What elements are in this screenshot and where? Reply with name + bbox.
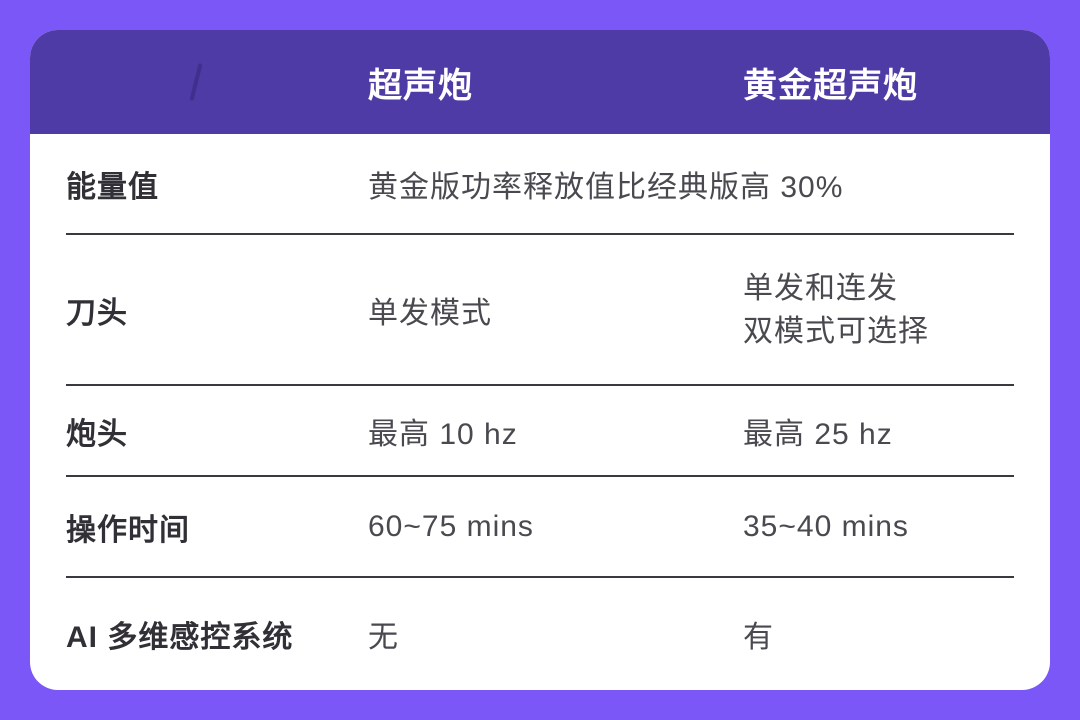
row-value-classic: 60~75 mins [368,509,534,543]
row-value-span: 黄金版功率释放值比经典版高 30% [368,170,844,204]
row-separator [66,475,1014,477]
header-col-gold: 黄金超声炮 [743,66,918,105]
row-separator [66,576,1014,578]
row-separator [66,233,1014,235]
table-row-ai-system: AI 多维感控系统 无 有 [30,578,1050,690]
row-value-gold: 单发和连发 双模式可选择 [743,267,1050,353]
row-value-classic: 无 [368,621,399,654]
row-separator [66,384,1014,386]
table-row-cannon: 炮头 最高 10 hz 最高 25 hz [30,386,1050,475]
table-row-energy: 能量值 黄金版功率释放值比经典版高 30% [30,134,1050,233]
row-value-gold-line2: 双模式可选择 [743,314,929,348]
row-value-gold: 有 [743,621,774,654]
row-value-gold: 35~40 mins [743,509,909,543]
row-label: 操作时间 [66,513,190,547]
comparison-card: 超声炮 黄金超声炮 能量值 黄金版功率释放值比经典版高 30% 刀头 单发模式 … [30,30,1050,690]
row-value-gold-line1: 单发和连发 [743,271,898,305]
table-header: 超声炮 黄金超声炮 [30,30,1050,134]
header-col-classic: 超声炮 [368,66,473,105]
row-label: 刀头 [66,296,128,330]
row-label: 炮头 [66,417,128,451]
row-value-gold: 最高 25 hz [743,417,893,451]
row-value-classic: 单发模式 [368,296,492,330]
row-label: AI 多维感控系统 [66,621,294,654]
row-label: 能量值 [66,170,159,204]
table-row-blade: 刀头 单发模式 单发和连发 双模式可选择 [30,235,1050,384]
table-row-duration: 操作时间 60~75 mins 35~40 mins [30,477,1050,576]
row-value-classic: 最高 10 hz [368,417,518,451]
slash-decoration-icon [189,63,203,101]
